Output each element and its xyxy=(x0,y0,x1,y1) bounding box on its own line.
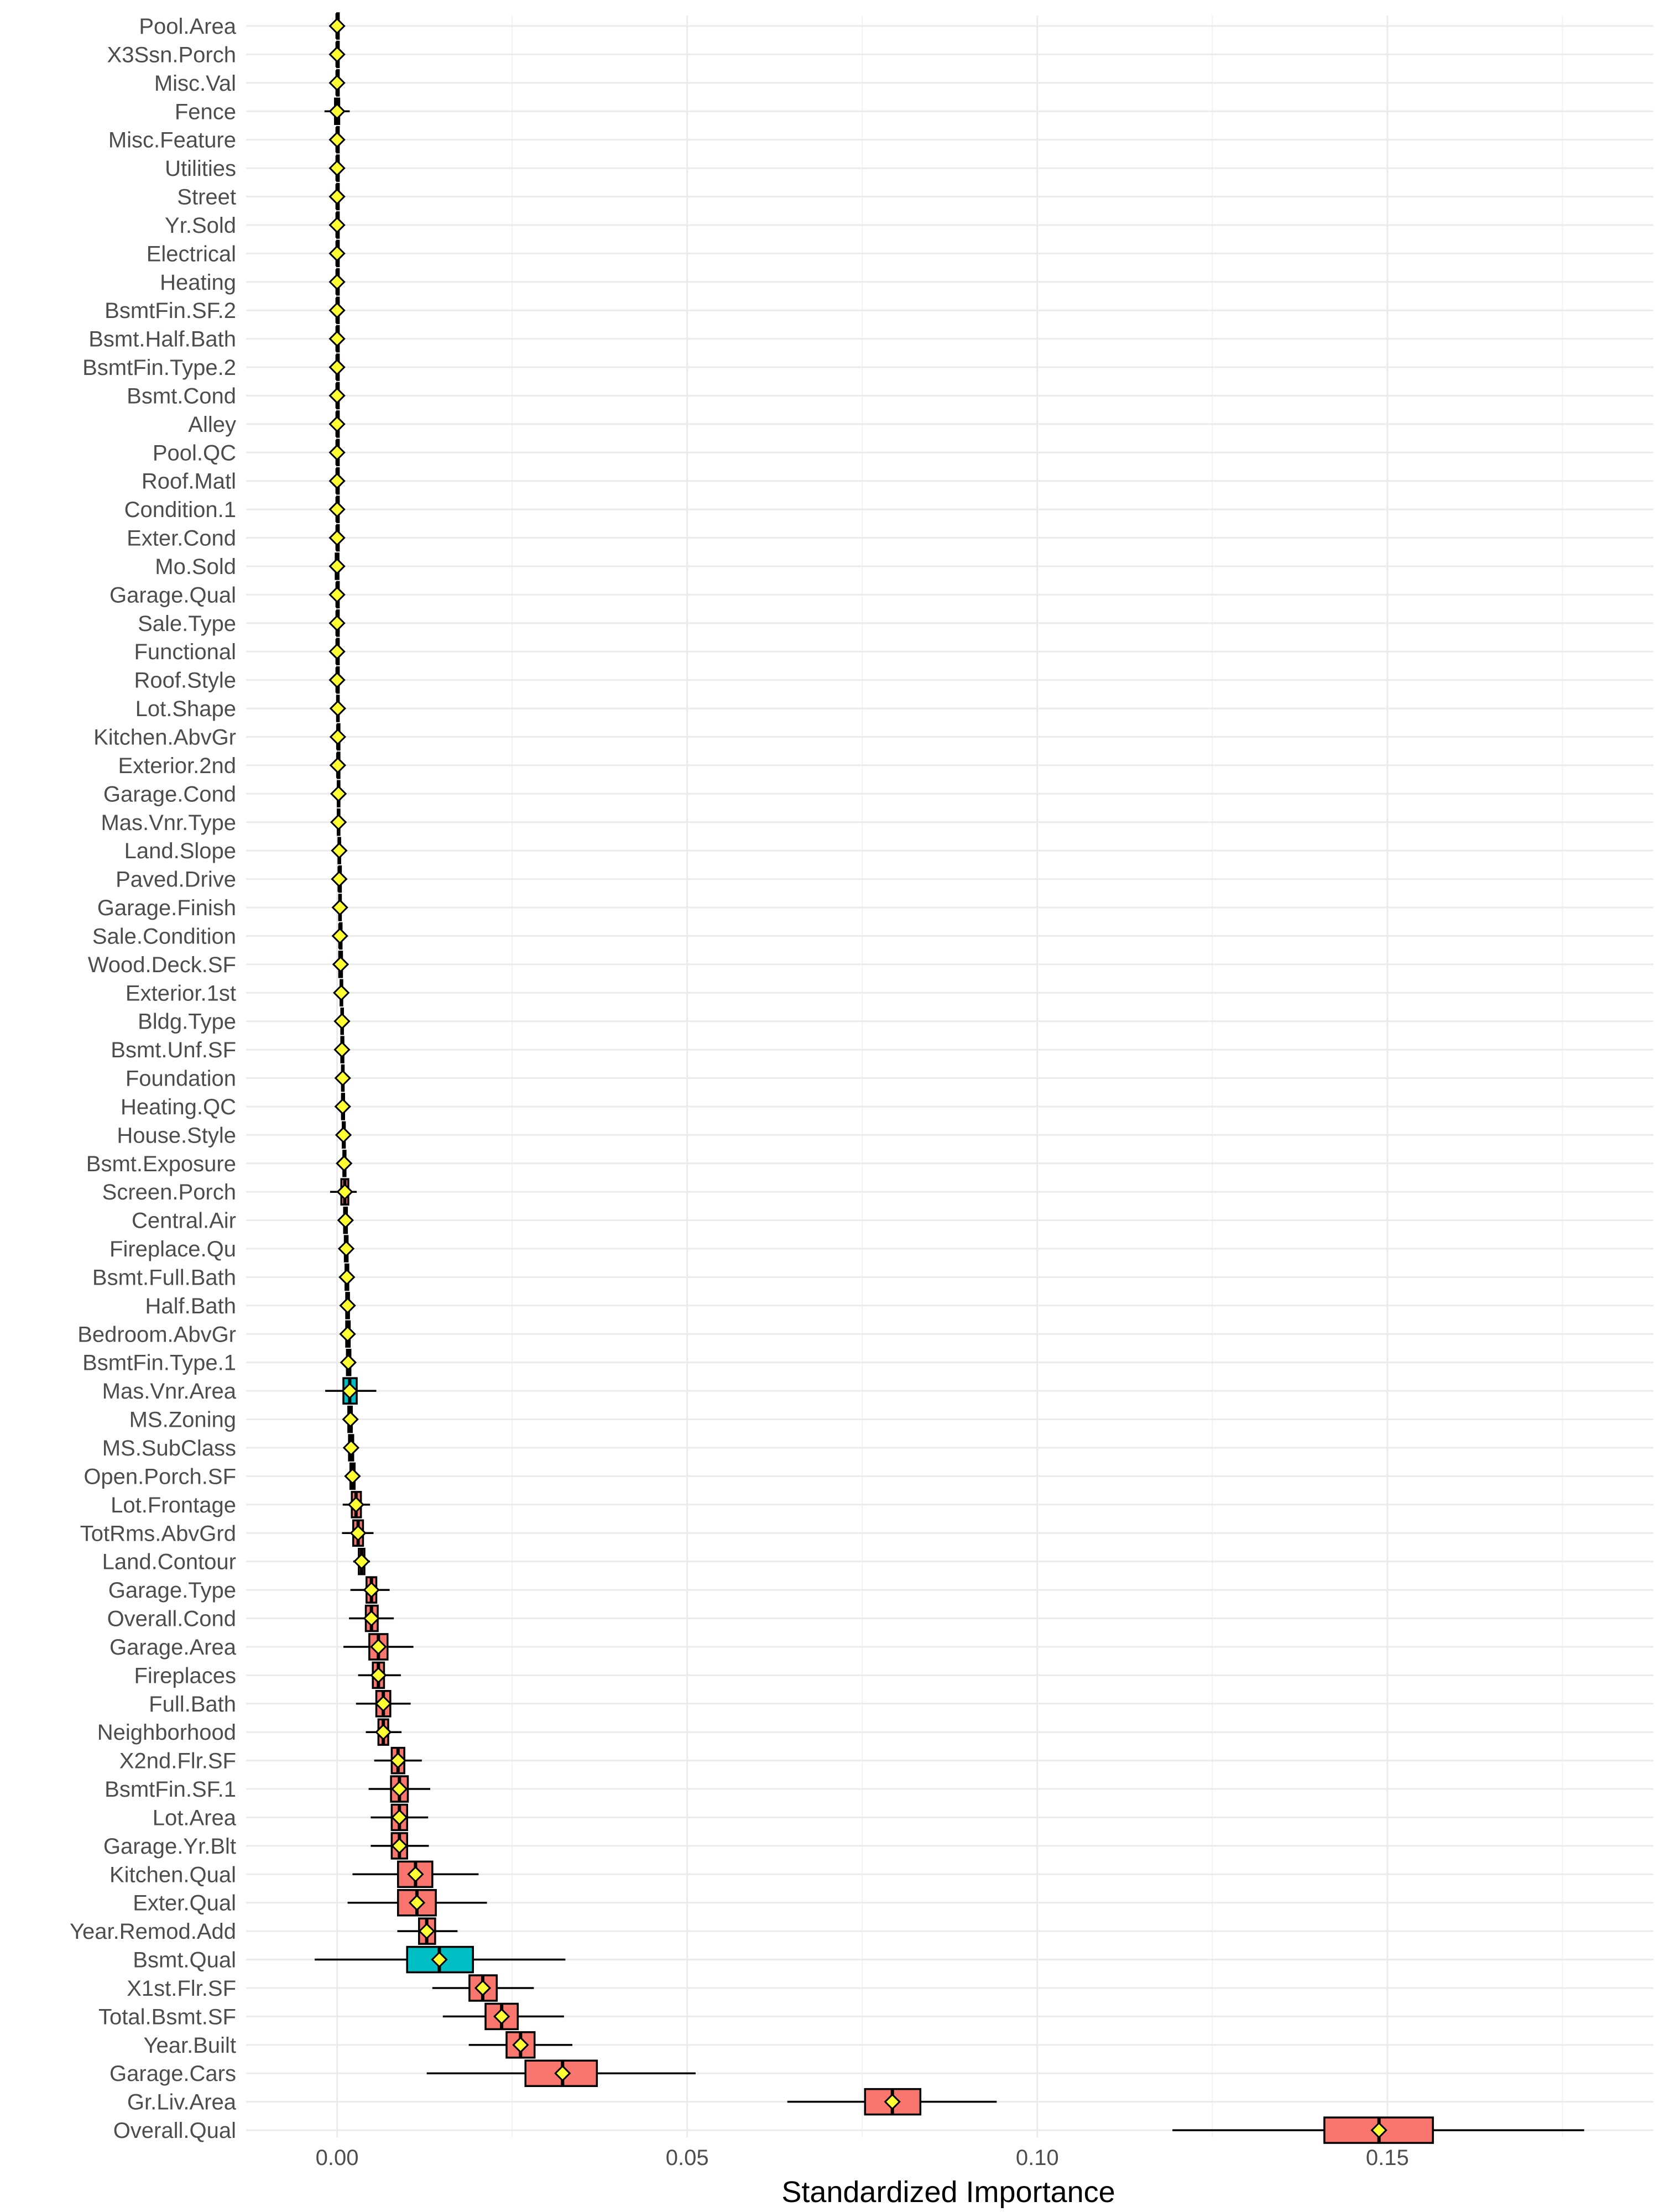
y-tick-label: Overall.Qual xyxy=(113,2119,236,2143)
y-tick-label: Bsmt.Exposure xyxy=(86,1152,236,1176)
y-tick-label: Full.Bath xyxy=(149,1692,236,1717)
y-tick-label: Garage.Yr.Blt xyxy=(103,1834,236,1859)
y-tick-label: Foundation xyxy=(126,1067,236,1091)
y-tick-label: BsmtFin.SF.1 xyxy=(105,1777,236,1802)
y-tick-label: Land.Slope xyxy=(124,839,236,863)
y-tick-label: Garage.Qual xyxy=(109,583,236,607)
y-tick-label: Garage.Type xyxy=(108,1578,236,1603)
y-tick-label: Half.Bath xyxy=(145,1294,236,1318)
y-tick-label: Kitchen.AbvGr xyxy=(93,726,236,750)
y-tick-label: Lot.Area xyxy=(153,1806,237,1830)
y-tick-label: Condition.1 xyxy=(124,498,236,522)
y-tick-label: Sale.Type xyxy=(138,612,236,636)
y-tick-label: Electrical xyxy=(147,242,236,266)
y-tick-label: Bsmt.Unf.SF xyxy=(111,1038,236,1062)
y-tick-label: House.Style xyxy=(117,1123,236,1147)
y-tick-label: Land.Contour xyxy=(102,1550,236,1574)
y-tick-label: X2nd.Flr.SF xyxy=(119,1749,236,1773)
x-tick-label: 0.10 xyxy=(1016,2146,1059,2170)
x-tick-label: 0.05 xyxy=(666,2146,709,2170)
y-tick-label: Exterior.1st xyxy=(126,981,236,1005)
y-tick-label: Central.Air xyxy=(132,1209,236,1233)
y-tick-label: MS.Zoning xyxy=(129,1408,236,1432)
x-axis-title: Standardized Importance xyxy=(781,2176,1115,2209)
y-tick-label: Yr.Sold xyxy=(165,213,236,238)
plot-panel xyxy=(246,15,1653,2137)
y-tick-label: Exter.Qual xyxy=(133,1891,236,1916)
y-tick-label: Garage.Area xyxy=(109,1635,237,1660)
y-tick-label: Heating xyxy=(160,270,236,295)
y-tick-label: Garage.Cond xyxy=(103,782,236,806)
x-axis-ticks: 0.00 0.05 0.10 0.15 xyxy=(316,2146,1409,2170)
y-tick-label: Neighborhood xyxy=(97,1720,236,1745)
y-tick-label: Gr.Liv.Area xyxy=(127,2090,237,2115)
y-tick-label: Alley xyxy=(188,413,236,437)
y-tick-label: Fireplaces xyxy=(134,1663,236,1688)
y-tick-label: Exterior.2nd xyxy=(118,754,236,778)
y-tick-label: BsmtFin.Type.2 xyxy=(82,356,236,380)
gridlines xyxy=(246,15,1653,2137)
y-tick-label: Overall.Cond xyxy=(107,1607,236,1631)
y-tick-label: Heating.QC xyxy=(121,1095,236,1119)
y-tick-label: X1st.Flr.SF xyxy=(127,1976,236,2001)
y-tick-label: Pool.Area xyxy=(139,14,236,39)
y-tick-label: Bsmt.Cond xyxy=(127,384,236,408)
y-tick-label: Bsmt.Qual xyxy=(133,1948,236,1973)
y-tick-label: Functional xyxy=(134,640,236,664)
y-tick-label: Utilities xyxy=(165,156,236,181)
y-tick-label: Sale.Condition xyxy=(92,924,236,948)
y-axis-labels: Pool.Area X3Ssn.Porch Misc.Val Fence Misc.Fe… xyxy=(70,14,237,2143)
y-tick-label: Bsmt.Half.Bath xyxy=(88,327,236,352)
y-tick-label: Year.Remod.Add xyxy=(70,1919,236,1944)
y-tick-label: Pool.QC xyxy=(153,441,236,465)
y-tick-label: Garage.Cars xyxy=(109,2062,236,2086)
y-tick-label: Year.Built xyxy=(143,2033,236,2058)
y-tick-label: Paved.Drive xyxy=(116,868,236,892)
y-tick-label: Misc.Feature xyxy=(108,128,236,153)
y-tick-label: Mas.Vnr.Area xyxy=(102,1379,237,1404)
y-tick-label: Bsmt.Full.Bath xyxy=(92,1265,236,1290)
y-tick-label: MS.SubClass xyxy=(102,1436,236,1460)
y-tick-label: Exter.Cond xyxy=(127,526,236,551)
y-tick-label: X3Ssn.Porch xyxy=(107,43,236,67)
y-tick-label: Total.Bsmt.SF xyxy=(98,2005,236,2029)
y-tick-label: Open.Porch.SF xyxy=(84,1464,236,1489)
y-tick-label: Bedroom.AbvGr xyxy=(77,1322,236,1347)
y-tick-label: Lot.Frontage xyxy=(111,1493,236,1517)
y-tick-label: Fireplace.Qu xyxy=(109,1237,236,1261)
y-tick-label: Mas.Vnr.Type xyxy=(101,811,236,835)
y-tick-label: Roof.Matl xyxy=(142,469,236,494)
y-tick-label: TotRms.AbvGrd xyxy=(80,1521,236,1546)
x-tick-label: 0.00 xyxy=(316,2146,359,2170)
y-tick-label: Wood.Deck.SF xyxy=(88,953,236,977)
y-tick-label: Bldg.Type xyxy=(138,1010,236,1034)
y-tick-label: Mo.Sold xyxy=(155,555,236,579)
y-tick-label: Street xyxy=(177,185,236,210)
y-tick-label: Screen.Porch xyxy=(102,1180,236,1204)
y-tick-label: Lot.Shape xyxy=(135,697,236,721)
y-tick-label: Kitchen.Qual xyxy=(109,1863,236,1887)
y-tick-label: Garage.Finish xyxy=(97,896,236,920)
y-tick-label: Roof.Style xyxy=(134,669,236,693)
y-tick-label: Misc.Val xyxy=(154,71,236,96)
y-tick-label: BsmtFin.SF.2 xyxy=(105,299,236,323)
y-tick-label: Fence xyxy=(175,100,236,124)
x-tick-label: 0.15 xyxy=(1366,2146,1409,2170)
y-tick-label: BsmtFin.Type.1 xyxy=(82,1351,236,1375)
